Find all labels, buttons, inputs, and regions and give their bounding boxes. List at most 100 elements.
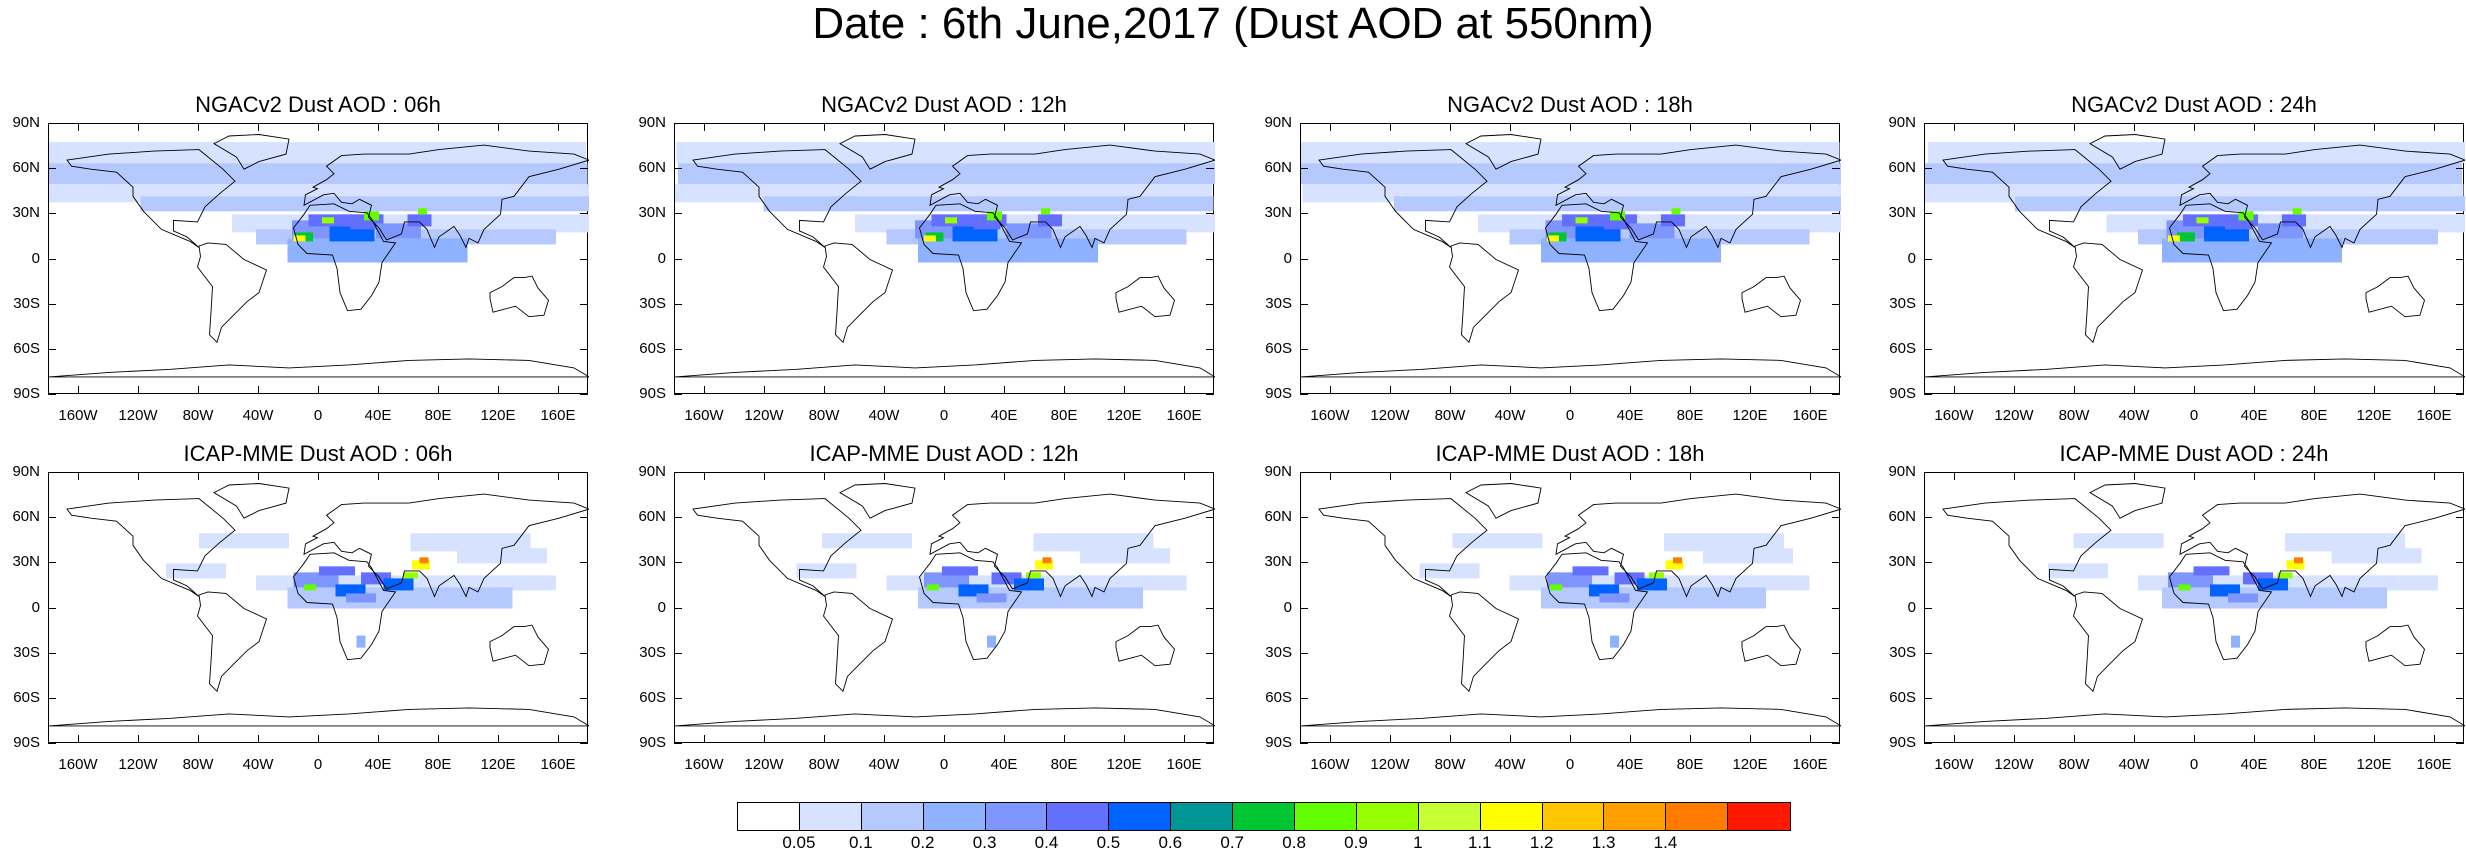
- latitude-tick: [580, 123, 588, 124]
- aod-cell: [2168, 572, 2213, 588]
- latitude-tick: [1206, 607, 1214, 609]
- longitude-tick: [198, 386, 199, 394]
- latitude-label: 60S: [1265, 339, 1292, 357]
- latitude-label: 90S: [1889, 385, 1916, 402]
- colorbar-level-label: 0.6: [1158, 833, 1183, 852]
- aod-cell: [2277, 572, 2293, 579]
- latitude-tick: [48, 697, 56, 699]
- longitude-tick: [1954, 123, 1955, 131]
- dust-aod-map: [1300, 472, 1841, 743]
- longitude-label: 120E: [2356, 407, 2392, 424]
- aod-cell: [49, 163, 588, 185]
- longitude-label: 40W: [1494, 407, 1526, 424]
- coastline: [303, 144, 589, 249]
- aod-cell: [1014, 578, 1044, 591]
- longitude-label: 40E: [1616, 407, 1644, 424]
- longitude-tick: [318, 123, 319, 131]
- latitude-tick: [48, 258, 56, 260]
- latitude-tick: [1206, 517, 1214, 519]
- latitude-tick: [580, 562, 588, 564]
- longitude-tick: [258, 472, 259, 480]
- colorbar-level-label: 0.8: [1282, 833, 1306, 852]
- aod-cell: [1928, 142, 2465, 164]
- coastline: [839, 483, 916, 519]
- latitude-tick: [580, 258, 588, 260]
- aod-cell: [329, 226, 375, 242]
- longitude-tick: [764, 735, 765, 743]
- aod-cell: [2292, 208, 2302, 215]
- longitude-label: 160E: [1792, 756, 1828, 773]
- colorbar-swatch: [1666, 803, 1729, 830]
- latitude-tick: [1924, 652, 1932, 654]
- longitude-tick: [1510, 386, 1511, 394]
- aod-cell: [942, 566, 978, 576]
- longitude-tick: [704, 735, 705, 743]
- longitude-tick: [1690, 472, 1691, 480]
- aod-cell: [1541, 238, 1721, 263]
- longitude-tick: [1330, 123, 1331, 131]
- latitude-label: 60N: [1888, 159, 1916, 177]
- aod-cell: [49, 142, 586, 164]
- latitude-label: 0: [31, 598, 40, 616]
- coastline: [1545, 203, 1649, 312]
- latitude-label: 90S: [13, 385, 40, 402]
- colorbar-level-label: 1.3: [1591, 833, 1616, 852]
- longitude-tick: [2014, 386, 2015, 394]
- longitude-label: 80W: [182, 756, 214, 773]
- coastline: [839, 134, 916, 170]
- latitude-tick: [580, 213, 588, 215]
- longitude-tick: [2254, 735, 2255, 743]
- latitude-tick: [1832, 303, 1840, 305]
- aod-cell: [2168, 235, 2180, 242]
- latitude-tick: [1300, 562, 1308, 564]
- longitude-tick: [138, 123, 139, 131]
- coastline: [49, 358, 589, 378]
- longitude-tick: [1390, 735, 1391, 743]
- latitude-tick: [674, 743, 682, 744]
- longitude-tick: [944, 123, 945, 131]
- aod-cell: [796, 563, 857, 579]
- coastline: [303, 493, 589, 598]
- latitude-label: 30N: [1888, 204, 1916, 222]
- coastline: [2365, 275, 2426, 318]
- aod-cell: [924, 235, 936, 242]
- dust-aod-map: [674, 123, 1215, 394]
- latitude-label: 30S: [1265, 294, 1292, 312]
- aod-cell: [1301, 163, 1841, 185]
- coastline: [2365, 624, 2426, 667]
- longitude-label: 80W: [182, 407, 214, 424]
- longitude-label: 160E: [1166, 407, 1202, 424]
- latitude-tick: [1832, 168, 1840, 170]
- latitude-label: 60S: [1889, 339, 1916, 357]
- longitude-tick: [1690, 735, 1691, 743]
- longitude-label: 160E: [1166, 756, 1202, 773]
- latitude-tick: [1924, 258, 1932, 260]
- longitude-label: 160W: [684, 407, 724, 424]
- aod-cell: [2294, 557, 2303, 564]
- longitude-tick: [2074, 386, 2075, 394]
- latitude-tick: [1300, 213, 1308, 215]
- longitude-tick: [824, 472, 825, 480]
- latitude-tick: [1832, 258, 1840, 260]
- longitude-tick: [438, 735, 439, 743]
- longitude-tick: [1810, 386, 1811, 394]
- aod-cell: [2162, 587, 2387, 609]
- longitude-tick: [138, 472, 139, 480]
- latitude-tick: [1832, 123, 1840, 124]
- latitude-tick: [1206, 394, 1214, 395]
- latitude-tick: [580, 697, 588, 699]
- longitude-label: 80W: [2058, 407, 2090, 424]
- longitude-tick: [78, 386, 79, 394]
- aod-cell: [1665, 560, 1684, 570]
- latitude-tick: [580, 607, 588, 609]
- coastline: [1545, 552, 1649, 661]
- aod-cell: [376, 223, 421, 239]
- latitude-tick: [580, 652, 588, 654]
- coastline: [1449, 242, 1520, 344]
- aod-cell: [346, 593, 376, 603]
- latitude-tick: [1206, 472, 1214, 473]
- colorbar-level-label: 0.05: [782, 833, 816, 852]
- coastline: [1555, 144, 1841, 249]
- latitude-label: 60S: [13, 688, 40, 706]
- colorbar-swatch: [1356, 803, 1419, 830]
